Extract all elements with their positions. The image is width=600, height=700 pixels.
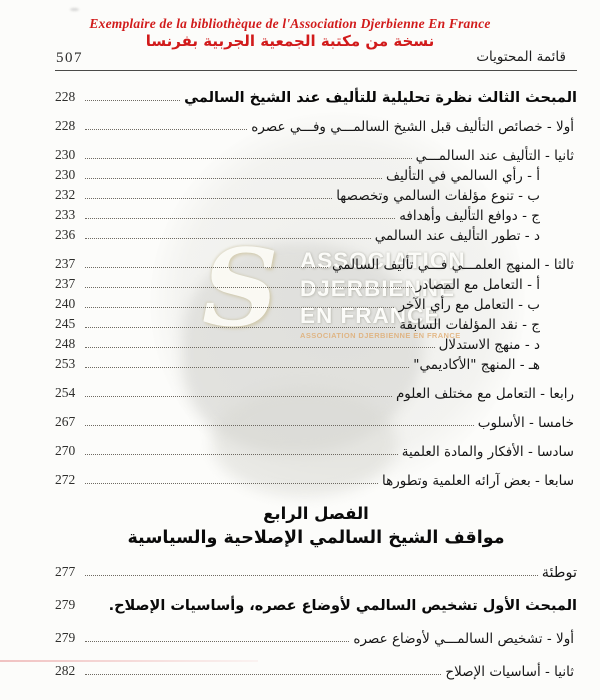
toc-list-top: 228 المبحث الثالث نظرة تحليلية للتأليف ع… [55, 81, 577, 489]
toc-entry-label: سادسا - الأفكار والمادة العلمية [401, 444, 574, 460]
toc-row: 279 المبحث الأول تشخيص السالمي لأوضاع عص… [55, 589, 577, 614]
toc-entry-label: أ - التعامل مع المصادر [415, 277, 540, 293]
toc-row: 230 ثانيا - التأليف عند السالمـــي [55, 139, 577, 164]
dotted-leader [85, 267, 328, 268]
contents-title: قائمة المحتويات [476, 49, 566, 65]
toc-entry-label: د - تطور التأليف عند السالمي [374, 228, 540, 244]
toc-entry-label: المبحث الثالث نظرة تحليلية للتأليف عند ا… [184, 90, 577, 106]
dotted-leader [85, 396, 392, 397]
dotted-leader [85, 483, 378, 484]
toc-row: 237 أ - التعامل مع المصادر [55, 273, 577, 293]
toc-row: 248 د - منهج الاستدلال [55, 333, 577, 353]
scan-speck [70, 8, 79, 11]
dotted-leader [85, 575, 538, 576]
toc-entry-label: د - منهج الاستدلال [438, 337, 540, 353]
toc-row: 282 ثانيا - أساسيات الإصلاح [55, 655, 577, 680]
toc-row: 230 أ - رأي السالمي في التأليف [55, 164, 577, 184]
toc-row: 240 ب - التعامل مع رأي الآخر [55, 293, 577, 313]
toc-page-number: 237 [55, 256, 76, 271]
toc-entry-label: ب - التعامل مع رأي الآخر [398, 297, 540, 313]
toc-page-number: 232 [55, 187, 76, 202]
dotted-leader [85, 158, 412, 159]
toc-row: 232 ب - تنوع مؤلفات السالمي وتخصصها [55, 184, 577, 204]
toc-page-number: 230 [55, 167, 76, 182]
dotted-leader [85, 100, 181, 101]
dotted-leader [85, 218, 396, 219]
dotted-leader [85, 425, 474, 426]
toc-entry-label: المبحث الأول تشخيص السالمي لأوضاع عصره، … [108, 598, 577, 614]
dotted-leader [85, 347, 435, 348]
toc-row: 228 المبحث الثالث نظرة تحليلية للتأليف ع… [55, 81, 577, 106]
toc-entry-label: ج - نقد المؤلفات السابقة [399, 317, 540, 333]
toc-page-number: 240 [55, 296, 76, 311]
header-rule [55, 70, 577, 71]
dotted-leader [85, 674, 442, 675]
chapter-heading: الفصل الرابع مواقف الشيخ السالمي الإصلاح… [55, 504, 577, 548]
toc-row: 279 أولا - تشخيص السالمـــي لأوضاع عصره [55, 622, 577, 647]
stamp-french-line: Exemplaire de la bibliothèque de l'Assoc… [89, 16, 491, 31]
dotted-leader [85, 641, 350, 642]
dotted-leader [85, 287, 412, 288]
scan-artifact-line [0, 660, 258, 662]
toc-entry-label: أولا - تشخيص السالمـــي لأوضاع عصره [353, 631, 574, 647]
toc-page-number: 237 [55, 276, 76, 291]
toc-row: 253 هـ - المنهج "الأكاديمي" [55, 353, 577, 373]
toc-entry-label: ب - تنوع مؤلفات السالمي وتخصصها [336, 188, 540, 204]
toc-page-number: 277 [55, 564, 76, 579]
toc-entry-label: رابعا - التعامل مع مختلف العلوم [395, 386, 574, 402]
toc-row: 270 سادسا - الأفكار والمادة العلمية [55, 435, 577, 460]
toc-page-number: 228 [55, 118, 76, 133]
toc-list-bottom: 277 توطئة 279 المبحث الأول تشخيص السالمي… [55, 556, 577, 680]
toc-entry-label: أولا - خصائص التأليف قبل الشيخ السالمـــ… [251, 119, 574, 135]
dotted-leader [85, 238, 371, 239]
toc-page-number: 279 [55, 597, 76, 612]
toc-entry-label: ج - دوافع التأليف وأهدافه [399, 208, 540, 224]
toc-entry-label: أ - رأي السالمي في التأليف [385, 168, 540, 184]
toc-entry-label: ثانيا - التأليف عند السالمـــي [415, 148, 574, 164]
toc-row: 236 د - تطور التأليف عند السالمي [55, 224, 577, 244]
toc-page-number: 254 [55, 385, 76, 400]
toc-row: 267 خامسا - الأسلوب [55, 406, 577, 431]
toc-entry-label: هـ - المنهج "الأكاديمي" [413, 357, 540, 373]
toc-page-number: 228 [55, 89, 76, 104]
toc-page-number: 272 [55, 472, 76, 487]
dotted-leader [85, 454, 398, 455]
toc-entry-label: ثالثا - المنهج العلمـــي فـــي تأليف الس… [331, 257, 574, 273]
toc-row: 233 ج - دوافع التأليف وأهدافه [55, 204, 577, 224]
toc-entry-label: خامسا - الأسلوب [477, 415, 574, 431]
toc-row: 245 ج - نقد المؤلفات السابقة [55, 313, 577, 333]
toc-page-number: 253 [55, 356, 76, 371]
toc-content: 228 المبحث الثالث نظرة تحليلية للتأليف ع… [55, 80, 577, 680]
toc-row: 277 توطئة [55, 556, 577, 581]
dotted-leader [85, 327, 396, 328]
toc-row: 254 رابعا - التعامل مع مختلف العلوم [55, 377, 577, 402]
toc-page-number: 233 [55, 207, 76, 222]
toc-entry-label: توطئة [541, 565, 577, 581]
toc-entry-label: ثانيا - أساسيات الإصلاح [445, 664, 574, 680]
toc-page-number: 282 [55, 663, 76, 678]
dotted-leader [85, 307, 395, 308]
library-stamp: Exemplaire de la bibliothèque de l'Assoc… [0, 16, 580, 50]
toc-page-number: 245 [55, 316, 76, 331]
toc-row: 272 سابعا - بعض آرائه العلمية وتطورها [55, 464, 577, 489]
toc-row: 228 أولا - خصائص التأليف قبل الشيخ السال… [55, 110, 577, 135]
chapter-title: الفصل الرابع [263, 504, 369, 523]
toc-page-number: 248 [55, 336, 76, 351]
toc-page-number: 270 [55, 443, 76, 458]
dotted-leader [85, 178, 382, 179]
toc-page-number: 230 [55, 147, 76, 162]
toc-page-number: 236 [55, 227, 76, 242]
dotted-leader [85, 198, 333, 199]
dotted-leader [85, 367, 410, 368]
page-number: 507 [56, 50, 83, 66]
toc-page-number: 279 [55, 630, 76, 645]
stamp-arabic-line: نسخة من مكتبة الجمعية الجربية بفرنسا [145, 32, 435, 50]
toc-row: 237 ثالثا - المنهج العلمـــي فـــي تأليف… [55, 248, 577, 273]
toc-entry-label: سابعا - بعض آرائه العلمية وتطورها [382, 473, 574, 489]
toc-page-number: 267 [55, 414, 76, 429]
chapter-subtitle: مواقف الشيخ السالمي الإصلاحية والسياسية [127, 528, 505, 548]
dotted-leader [85, 129, 248, 130]
